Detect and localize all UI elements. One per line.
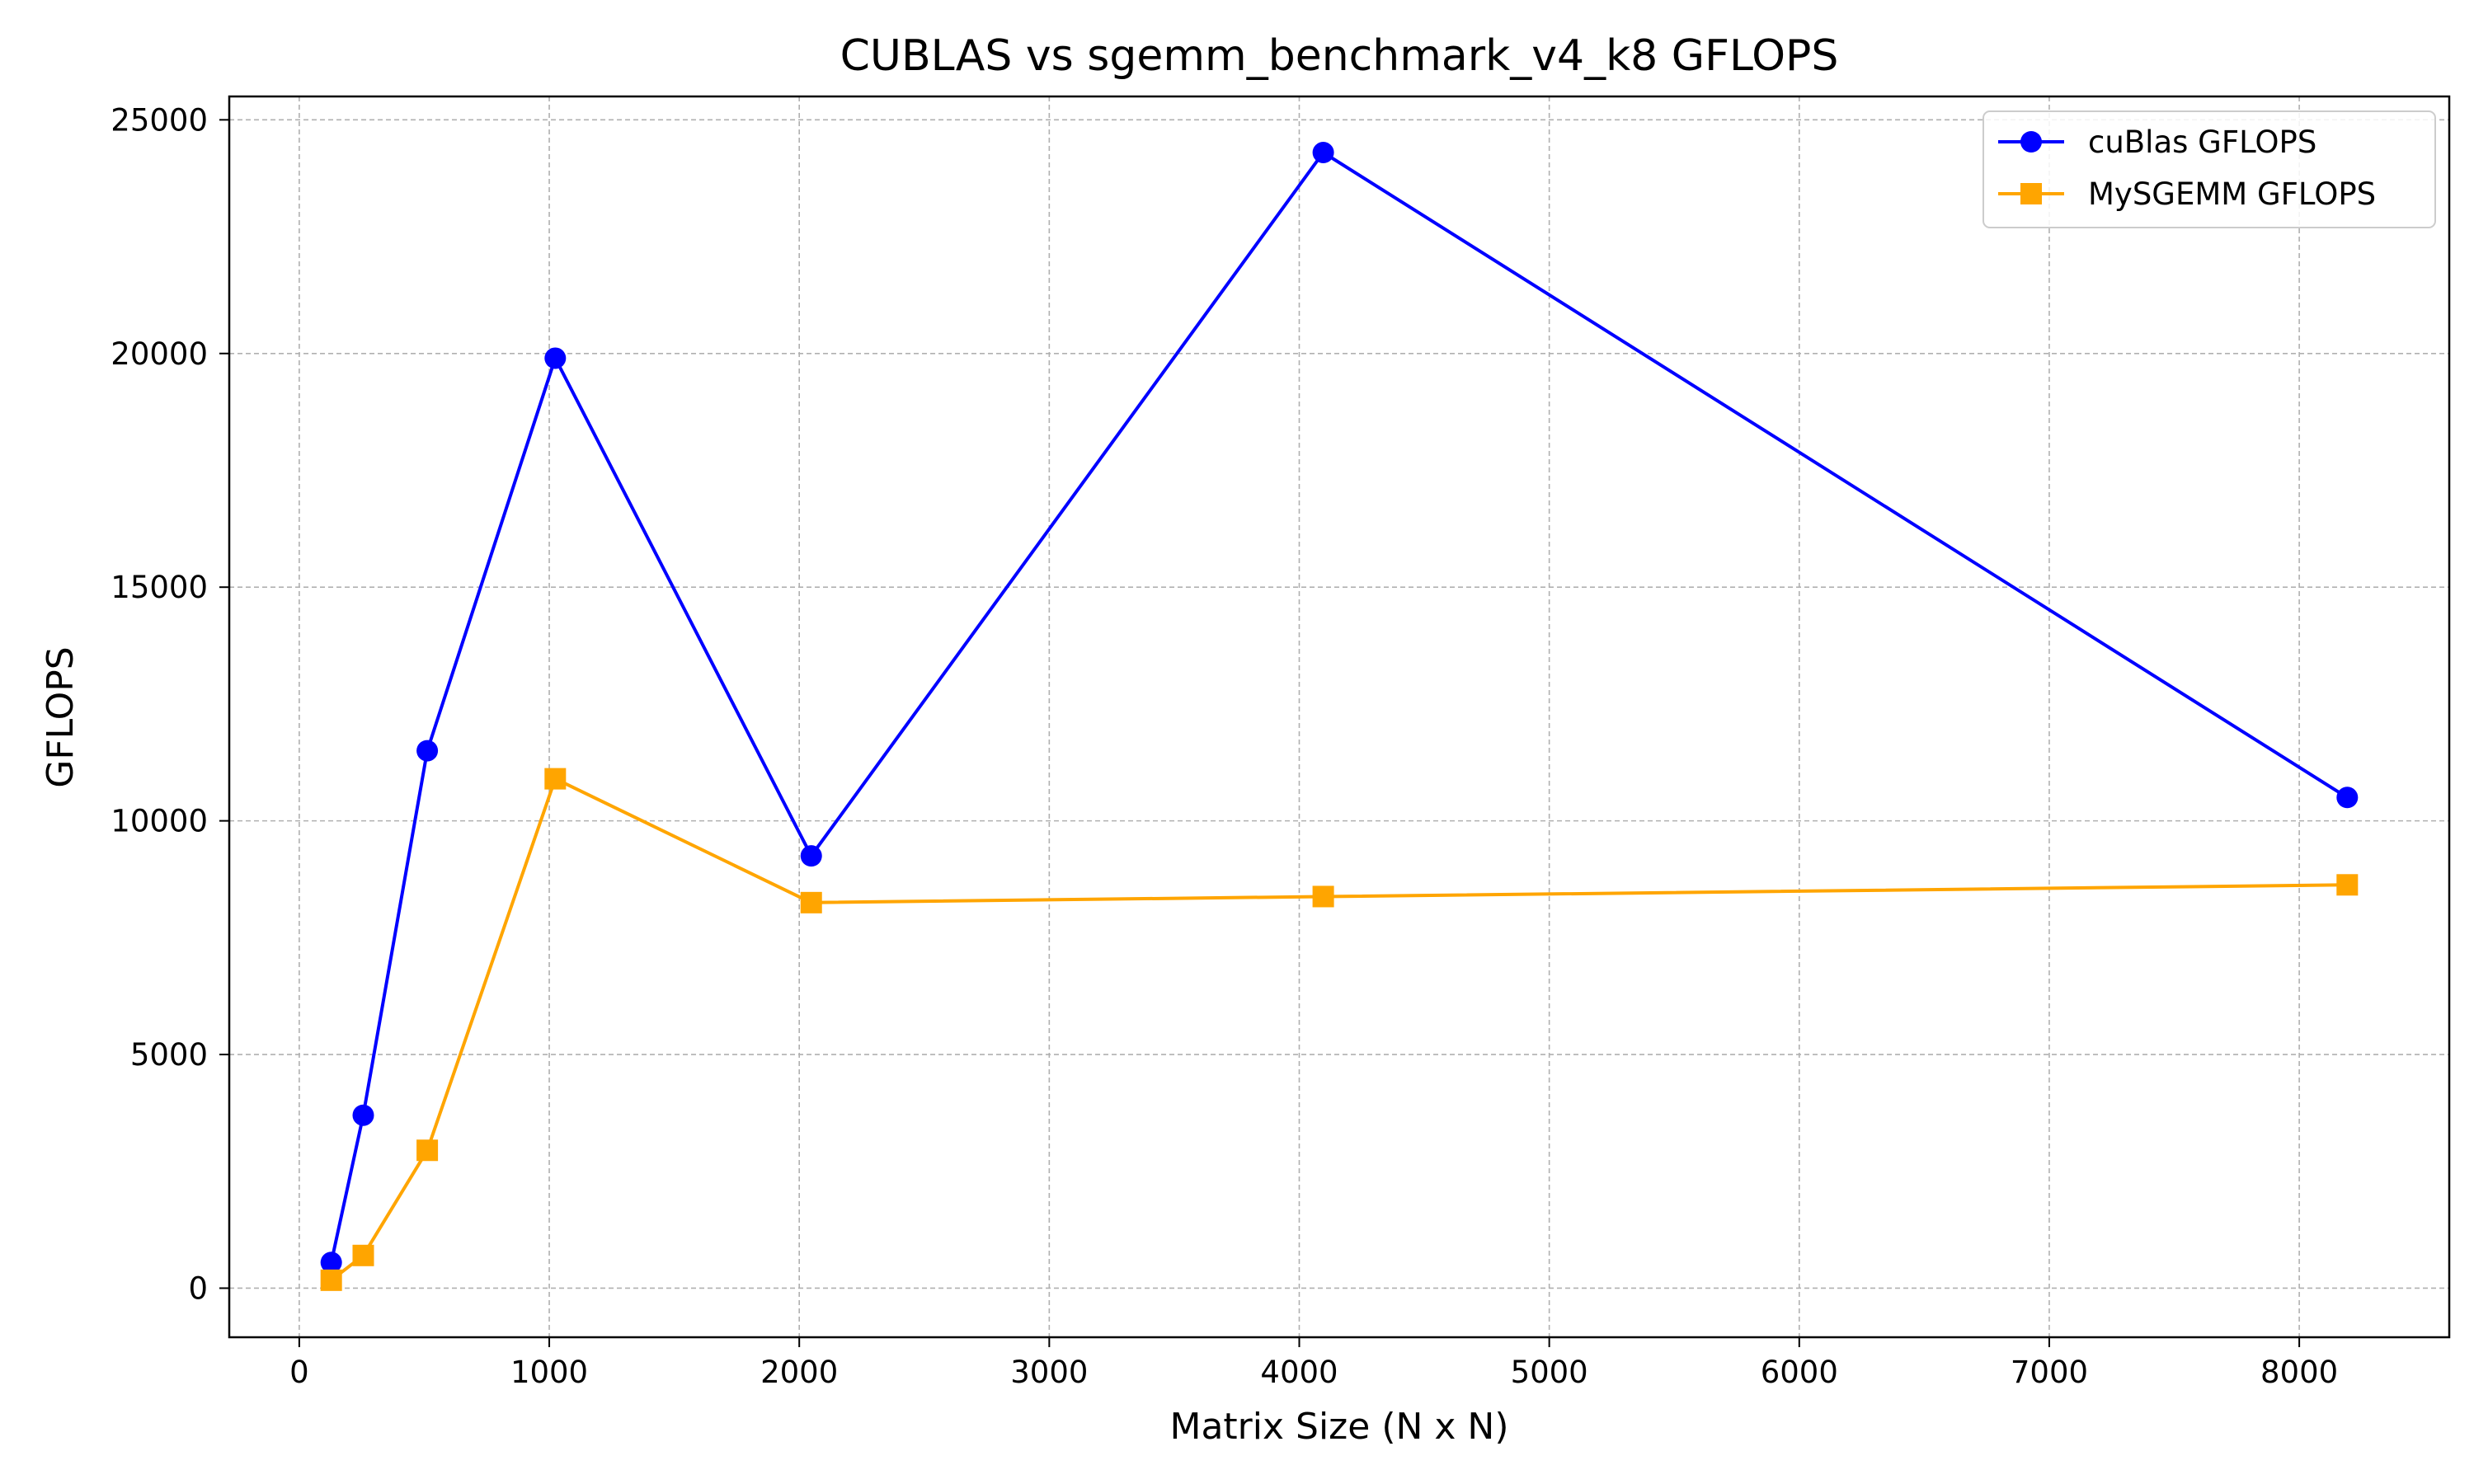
- legend-item: MySGEMM GFLOPS: [1998, 176, 2376, 212]
- data-point: [352, 1104, 374, 1126]
- y-axis-label: GFLOPS: [40, 646, 82, 787]
- legend-label: MySGEMM GFLOPS: [2088, 176, 2376, 212]
- data-point: [800, 845, 822, 867]
- x-tick-label: 8000: [2260, 1355, 2338, 1390]
- legend-label: cuBlas GFLOPS: [2088, 124, 2316, 160]
- data-point: [1312, 885, 1334, 908]
- legend-marker: [2020, 183, 2042, 204]
- data-point: [352, 1244, 374, 1266]
- legend-item: cuBlas GFLOPS: [1998, 124, 2316, 160]
- chart-title: CUBLAS vs sgemm_benchmark_v4_k8 GFLOPS: [840, 31, 1839, 81]
- series-2: [320, 768, 2359, 1291]
- plot-frame: [228, 95, 2451, 1339]
- series-1: [320, 142, 2359, 1274]
- x-tick-label: 6000: [1761, 1355, 1838, 1390]
- y-tick-label: 25000: [111, 102, 208, 138]
- legend-box: [1982, 110, 2436, 228]
- data-point: [320, 1252, 342, 1274]
- legend-marker: [2020, 131, 2042, 153]
- y-tick-label: 15000: [111, 570, 208, 605]
- y-tick-label: 20000: [111, 336, 208, 372]
- series-layer: [320, 142, 2359, 1291]
- data-point: [2336, 787, 2359, 809]
- data-point: [416, 740, 439, 762]
- x-tick-label: 4000: [1260, 1355, 1338, 1390]
- y-tick-label: 0: [188, 1270, 208, 1306]
- legend: cuBlas GFLOPS MySGEMM GFLOPS: [1982, 110, 2436, 228]
- y-tick-label: 5000: [130, 1037, 208, 1073]
- y-tick-label: 10000: [111, 804, 208, 839]
- data-point: [320, 1269, 342, 1291]
- grid: [229, 96, 2449, 1337]
- x-tick-label: 3000: [1010, 1355, 1088, 1390]
- x-tick-label: 0: [289, 1355, 309, 1390]
- x-tick-label: 5000: [1511, 1355, 1588, 1390]
- x-axis-label: Matrix Size (N x N): [1170, 1406, 1509, 1448]
- x-tick-label: 2000: [760, 1355, 838, 1390]
- x-tick-label: 1000: [510, 1355, 588, 1390]
- data-point: [544, 347, 567, 369]
- data-point: [1312, 142, 1334, 164]
- data-point: [2336, 874, 2359, 896]
- data-point: [800, 891, 822, 913]
- data-point: [544, 768, 567, 790]
- axis-ticks: 0 1000 2000 3000 4000 5000 6000 7000 8000 0 5000 10…: [111, 102, 2338, 1390]
- x-tick-label: 7000: [2011, 1355, 2088, 1390]
- data-point: [416, 1139, 439, 1162]
